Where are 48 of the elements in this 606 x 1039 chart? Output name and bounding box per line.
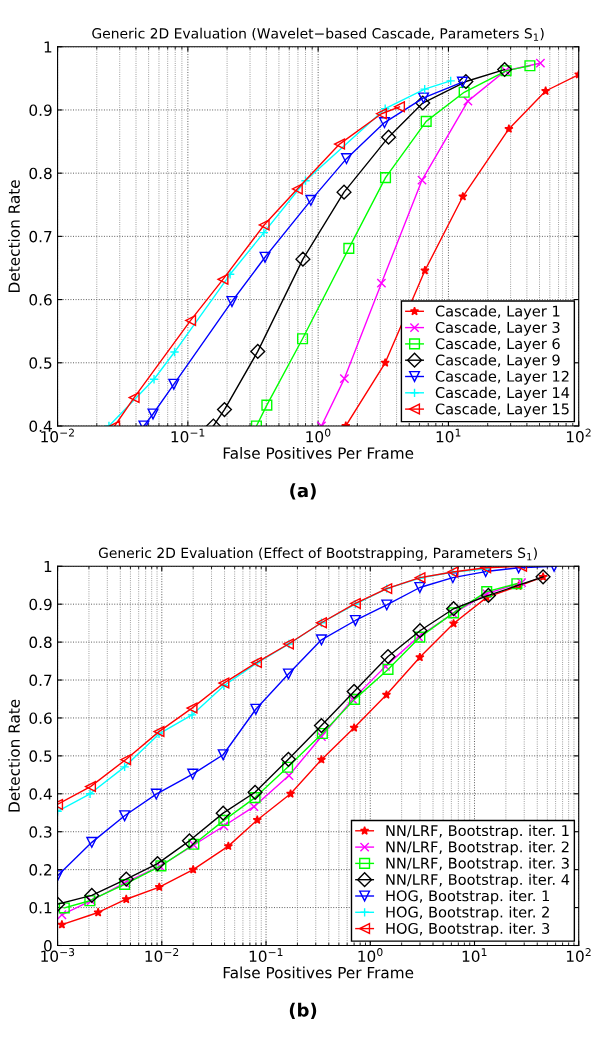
y-tick-label: 0.5 (29, 357, 52, 369)
legend-label: NN/LRF, Bootstrap. iter. 3 (386, 857, 569, 872)
text: (b) (289, 1002, 317, 1019)
x-tick-label: 10$^{0}$ (306, 428, 331, 443)
y-tick-label: 1 (44, 560, 52, 573)
y-tick-label: 0.8 (29, 636, 52, 649)
y-tick-label: 0.3 (29, 826, 52, 838)
x-axis-title: False Positives Per Frame (223, 966, 414, 979)
legend-label: Cascade, Layer 15 (435, 403, 569, 418)
legend-label: Cascade, Layer 6 (435, 337, 560, 353)
legend-label: HOG, Bootstrap. iter. 1 (386, 890, 549, 905)
legend-label: NN/LRF, Bootstrap. iter. 4 (386, 873, 570, 888)
y-tick-label: 0 (44, 939, 52, 952)
x-axis-title: False Positives Per Frame (223, 447, 414, 459)
y-tick-label: 0.9 (29, 104, 52, 116)
y-axis-title: Detection Rate (8, 180, 20, 292)
x-tick-label: 10$^{−1}$ (171, 428, 205, 443)
chart-title: Generic 2D Evaluation (Wavelet−based Cascade, Parameters S$_{1}$) (92, 27, 544, 41)
legend-label: HOG, Bootstrap. iter. 2 (386, 906, 549, 921)
legend-label: Cascade, Layer 14 (435, 386, 570, 401)
x-tick-label: 10$^{2}$ (566, 428, 591, 443)
x-tick-label: 10$^{−1}$ (249, 948, 283, 963)
legend-label: HOG, Bootstrap. iter. 3 (386, 922, 550, 937)
x-tick-label: 10$^{0}$ (358, 948, 383, 963)
legend-label: Cascade, Layer 1 (435, 305, 560, 320)
y-axis-title: Detection Rate (8, 699, 20, 812)
x-tick-label: 10$^{1}$ (436, 428, 461, 443)
legend-label: Cascade, Layer 3 (435, 321, 560, 336)
y-tick-label: 0.6 (29, 294, 52, 306)
y-tick-label: 0.5 (29, 750, 52, 762)
legend-label: Cascade, Layer 9 (435, 354, 560, 369)
y-tick-label: 0.4 (29, 788, 52, 800)
y-tick-label: 0.6 (29, 712, 52, 724)
legend-label: NN/LRF, Bootstrap. iter. 2 (386, 841, 569, 856)
y-tick-label: 0.8 (29, 167, 52, 180)
legend-label: NN/LRF, Bootstrap. iter. 1 (386, 824, 569, 839)
legend-label: Cascade, Layer 12 (435, 370, 569, 385)
y-tick-label: 0.1 (29, 902, 52, 914)
x-tick-label: 10$^{1}$ (462, 948, 487, 963)
y-tick-label: 1 (44, 41, 52, 53)
x-tick-label: 10$^{2}$ (566, 948, 591, 963)
y-tick-label: 0.7 (29, 230, 52, 243)
y-tick-label: 0.2 (29, 864, 52, 876)
y-tick-label: 0.7 (29, 674, 52, 687)
chart-title: Generic 2D Evaluation (Effect of Bootstrapping, Parameters S$_{1}$) (98, 547, 537, 561)
y-tick-label: 0.9 (29, 598, 52, 611)
text: (a) (290, 483, 316, 500)
x-tick-label: 10$^{−2}$ (145, 948, 179, 963)
